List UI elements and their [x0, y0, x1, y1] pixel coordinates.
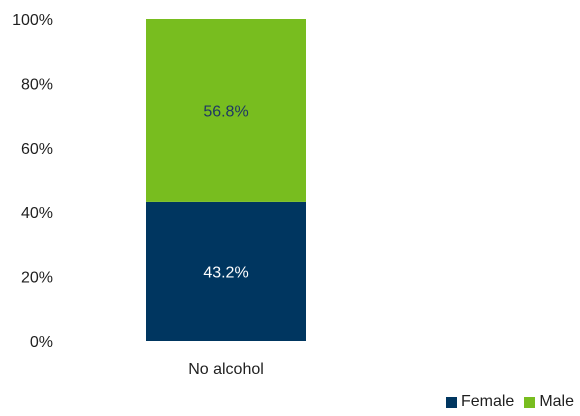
y-tick-label: 60% [21, 141, 53, 158]
y-tick-label: 20% [21, 270, 53, 287]
legend-swatch-male [524, 396, 536, 408]
legend-item-male: Male [524, 393, 574, 411]
bar-segment-female [146, 201, 306, 341]
bars [146, 19, 306, 341]
y-tick-label: 80% [21, 76, 53, 93]
y-tick-label: 40% [21, 205, 53, 222]
legend: Female Male [445, 393, 574, 411]
y-tick-label: 100% [12, 12, 53, 29]
x-axis: No alcohol [188, 361, 264, 378]
legend-label-male: Male [539, 393, 574, 410]
data-labels: 43.2% 56.8% [203, 103, 248, 281]
data-label-male: 56.8% [203, 103, 248, 120]
legend-item-female: Female [445, 393, 515, 411]
legend-swatch-female [445, 396, 457, 408]
category-label: No alcohol [188, 361, 264, 378]
data-label-female: 43.2% [203, 264, 248, 281]
bar-segment-male [146, 19, 306, 202]
y-tick-label: 0% [30, 334, 53, 351]
legend-label-female: Female [460, 393, 515, 410]
y-axis: 0% 20% 40% 60% 80% 100% [12, 12, 53, 351]
